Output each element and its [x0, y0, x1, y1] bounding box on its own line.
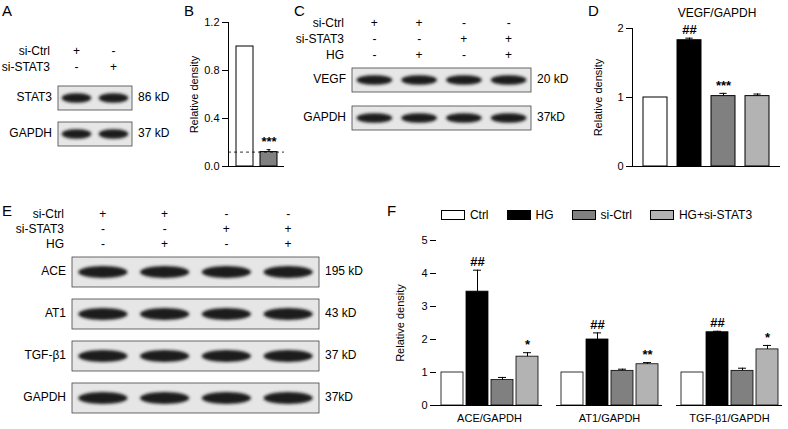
svg-text:0.4: 0.4 [204, 112, 219, 124]
svg-text:2: 2 [421, 333, 427, 345]
html-text:E: E [2, 202, 12, 219]
svg-text:+: + [505, 32, 512, 46]
svg-text:***: *** [261, 134, 277, 149]
svg-text:-: - [101, 222, 105, 236]
html-text:HG+si-STAT3: HG+si-STAT3 [678, 208, 753, 222]
svg-text:##: ## [590, 317, 605, 332]
svg-text:1: 1 [617, 91, 623, 103]
svg-text:-: - [372, 32, 376, 46]
svg-text:+: + [460, 32, 467, 46]
html-text:A: A [2, 2, 12, 19]
svg-text:+: + [285, 222, 292, 236]
svg-text:-: - [417, 32, 421, 46]
svg-text:-: - [75, 60, 79, 74]
svg-text:Relative density: Relative density [188, 55, 200, 133]
svg-text:-: - [101, 237, 105, 251]
svg-text:GAPDH: GAPDH [9, 126, 52, 140]
svg-text:TGF-β1/GAPDH: TGF-β1/GAPDH [689, 412, 769, 424]
svg-text:-: - [372, 48, 376, 62]
svg-text:**: ** [642, 347, 653, 362]
html-text:VEGF/GAPDH: VEGF/GAPDH [677, 6, 757, 20]
svg-text:37kD: 37kD [325, 390, 353, 404]
svg-text:+: + [223, 222, 230, 236]
svg-text:***: *** [716, 78, 732, 93]
svg-text:##: ## [710, 315, 725, 330]
svg-text:0.8: 0.8 [204, 64, 219, 76]
html-text:D: D [588, 2, 599, 19]
svg-text:-: - [112, 44, 116, 58]
svg-text:*: * [765, 330, 771, 345]
svg-text:Relative density: Relative density [592, 58, 604, 136]
svg-text:*: * [525, 337, 531, 352]
svg-text:si-Ctrl: si-Ctrl [19, 44, 50, 58]
svg-text:195 kD: 195 kD [325, 264, 363, 278]
svg-text:2: 2 [617, 22, 623, 34]
svg-text:Relative density: Relative density [394, 284, 406, 362]
svg-text:HG: HG [326, 48, 344, 62]
svg-text:HG: HG [46, 237, 64, 251]
svg-text:GAPDH: GAPDH [23, 390, 66, 404]
svg-text:si-STAT3: si-STAT3 [296, 32, 345, 46]
svg-text:+: + [110, 60, 117, 74]
svg-text:-: - [462, 16, 466, 30]
svg-text:ACE/GAPDH: ACE/GAPDH [457, 412, 522, 424]
svg-text:+: + [99, 207, 106, 221]
svg-text:0: 0 [421, 399, 427, 411]
html-text:C: C [294, 2, 305, 19]
svg-text:+: + [416, 16, 423, 30]
svg-text:43 kD: 43 kD [325, 306, 357, 320]
svg-text:si-Ctrl: si-Ctrl [33, 207, 64, 221]
svg-text:si-Ctrl: si-Ctrl [313, 16, 344, 30]
svg-text:37 kD: 37 kD [325, 348, 357, 362]
svg-text:+: + [371, 16, 378, 30]
svg-text:5: 5 [421, 234, 427, 246]
svg-text:37 kD: 37 kD [138, 126, 170, 140]
svg-text:20 kD: 20 kD [537, 72, 569, 86]
html-text:F: F [387, 202, 397, 219]
svg-text:TGF-β1: TGF-β1 [24, 348, 66, 362]
svg-text:+: + [161, 237, 168, 251]
svg-text:-: - [163, 222, 167, 236]
svg-text:4: 4 [421, 267, 427, 279]
html-text:si-Ctrl: si-Ctrl [600, 208, 632, 222]
svg-text:si-STAT3: si-STAT3 [16, 222, 65, 236]
html-text:Ctrl: Ctrl [469, 208, 489, 222]
svg-text:AT1/GAPDH: AT1/GAPDH [579, 412, 641, 424]
svg-text:1.2: 1.2 [204, 16, 219, 28]
svg-text:86 kD: 86 kD [138, 90, 170, 104]
svg-text:GAPDH: GAPDH [303, 110, 346, 124]
svg-text:AT1: AT1 [45, 306, 66, 320]
svg-text:-: - [224, 237, 228, 251]
svg-text:+: + [416, 48, 423, 62]
html-text:HG: HG [535, 208, 554, 222]
svg-text:-: - [462, 48, 466, 62]
svg-text:VEGF: VEGF [313, 72, 346, 86]
svg-text:STAT3: STAT3 [16, 90, 52, 104]
svg-text:0: 0 [617, 160, 623, 172]
svg-text:1: 1 [421, 366, 427, 378]
svg-text:##: ## [682, 22, 697, 37]
svg-text:-: - [507, 16, 511, 30]
svg-text:+: + [505, 48, 512, 62]
svg-text:-: - [224, 207, 228, 221]
html-text:B: B [184, 2, 194, 19]
svg-text:+: + [73, 44, 80, 58]
svg-text:+: + [161, 207, 168, 221]
svg-text:si-STAT3: si-STAT3 [2, 60, 51, 74]
svg-text:##: ## [470, 254, 485, 269]
svg-text:0.0: 0.0 [204, 160, 219, 172]
svg-text:ACE: ACE [41, 264, 66, 278]
svg-text:3: 3 [421, 300, 427, 312]
svg-text:37kD: 37kD [537, 110, 565, 124]
svg-text:+: + [285, 237, 292, 251]
svg-text:-: - [286, 207, 290, 221]
